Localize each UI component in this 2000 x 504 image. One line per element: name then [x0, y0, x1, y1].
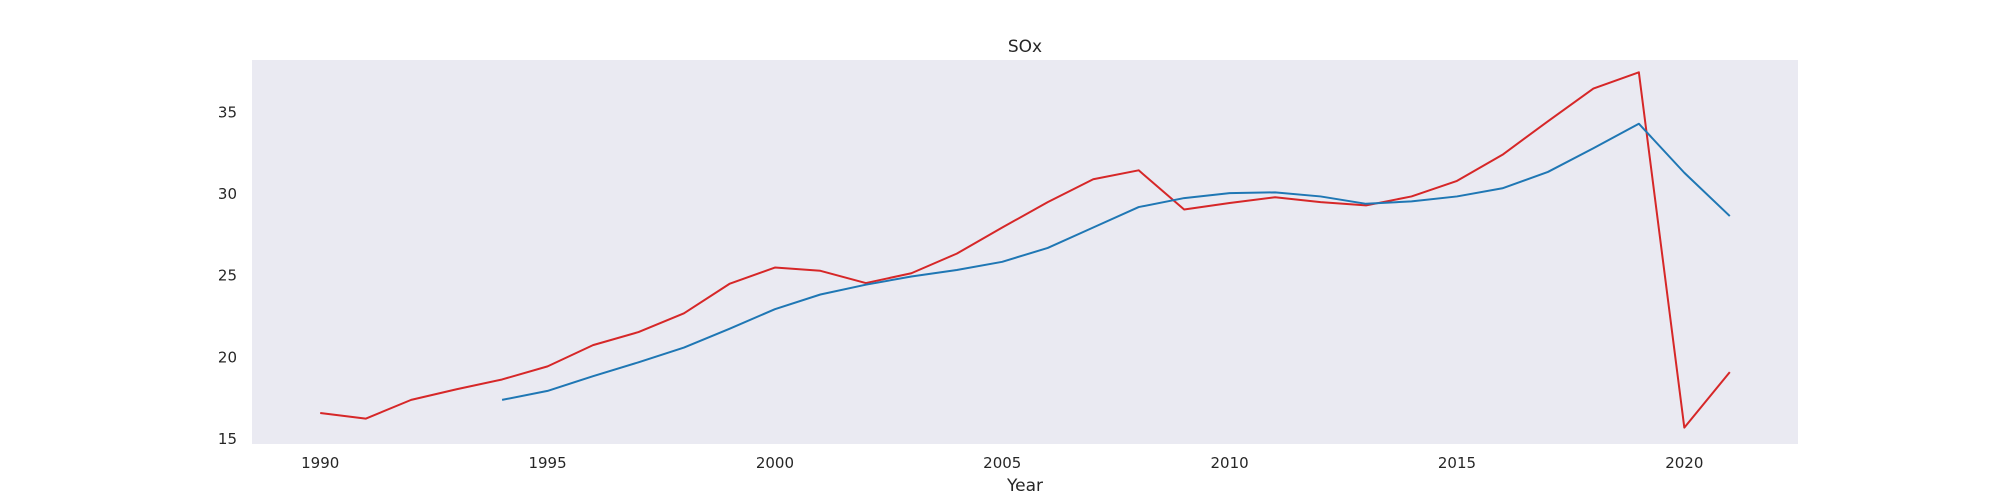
- x-tick-label: 2015: [1438, 454, 1476, 472]
- x-axis-label: Year: [1006, 476, 1043, 496]
- y-tick-label: 20: [218, 348, 237, 366]
- y-tick-label: 25: [218, 267, 237, 285]
- series-layer: [320, 71, 1731, 429]
- x-tick-label: 2010: [1211, 454, 1249, 472]
- y-tick-label: 30: [218, 185, 237, 203]
- x-tick-label: 2020: [1665, 454, 1703, 472]
- series-line-1: [320, 71, 1731, 429]
- x-tick-label: 2000: [756, 454, 794, 472]
- x-tick-label: 2005: [983, 454, 1021, 472]
- y-tick-label: 35: [218, 103, 237, 121]
- plot-area: [252, 60, 1798, 444]
- x-tick-label: 1990: [301, 454, 339, 472]
- x-tick-label: 1995: [528, 454, 566, 472]
- y-tick-labels: 15 20 25 30 35: [218, 103, 237, 448]
- chart-title: SOx: [1008, 37, 1042, 57]
- y-tick-label: 15: [218, 430, 237, 448]
- x-tick-labels: 1990 1995 2000 2005 2010 2015 2020: [301, 454, 1703, 472]
- series-line-2: [501, 122, 1731, 401]
